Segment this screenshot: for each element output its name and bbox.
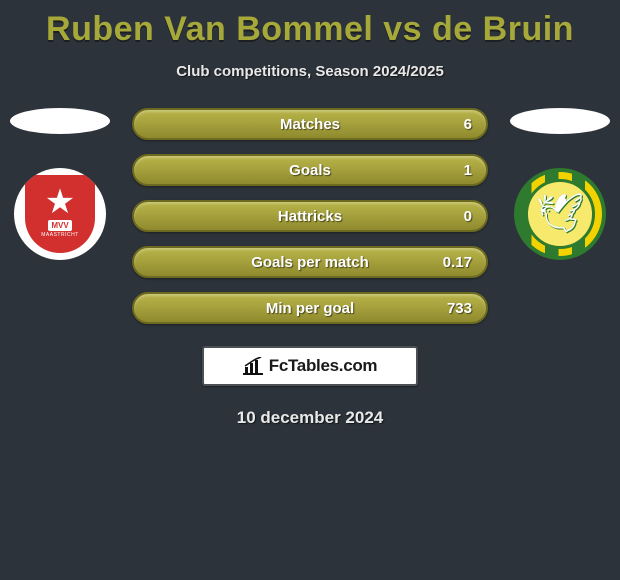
stat-row-hattricks: Hattricks 0 (132, 200, 488, 232)
brand-badge[interactable]: FcTables.com (202, 346, 418, 386)
right-club-crest: 🕊 (514, 168, 606, 260)
comparison-body: ★ MVV MAASTRICHT Matches 6 Goals 1 Hattr… (0, 108, 620, 324)
stat-label: Min per goal (266, 300, 354, 317)
left-ellipse (10, 108, 110, 134)
stat-value: 0.17 (443, 254, 472, 271)
page-subtitle: Club competitions, Season 2024/2025 (0, 63, 620, 80)
chart-icon (243, 357, 263, 375)
stat-value: 733 (447, 300, 472, 317)
stat-label: Goals (289, 162, 331, 179)
right-column: 🕊 (506, 108, 614, 260)
stat-value: 1 (464, 162, 472, 179)
stork-icon: 🕊 (536, 192, 584, 236)
right-ellipse (510, 108, 610, 134)
stat-label: Hattricks (278, 208, 342, 225)
stat-value: 6 (464, 116, 472, 133)
left-club-crest: ★ MVV MAASTRICHT (14, 168, 106, 260)
page-date: 10 december 2024 (0, 408, 620, 428)
left-column: ★ MVV MAASTRICHT (6, 108, 114, 260)
stat-row-goals: Goals 1 (132, 154, 488, 186)
mvv-text: MVV (48, 220, 71, 231)
page-title: Ruben Van Bommel vs de Bruin (0, 0, 620, 49)
ado-ring: 🕊 (525, 179, 595, 249)
stat-label: Matches (280, 116, 340, 133)
mvv-shield: ★ MVV MAASTRICHT (25, 175, 95, 253)
stat-row-min-per-goal: Min per goal 733 (132, 292, 488, 324)
star-icon: ★ (45, 185, 75, 219)
stat-row-goals-per-match: Goals per match 0.17 (132, 246, 488, 278)
mvv-subtext: MAASTRICHT (41, 232, 79, 238)
brand-text: FcTables.com (269, 356, 378, 376)
stats-column: Matches 6 Goals 1 Hattricks 0 Goals per … (114, 108, 506, 324)
stat-value: 0 (464, 208, 472, 225)
stat-label: Goals per match (251, 254, 369, 271)
stat-row-matches: Matches 6 (132, 108, 488, 140)
